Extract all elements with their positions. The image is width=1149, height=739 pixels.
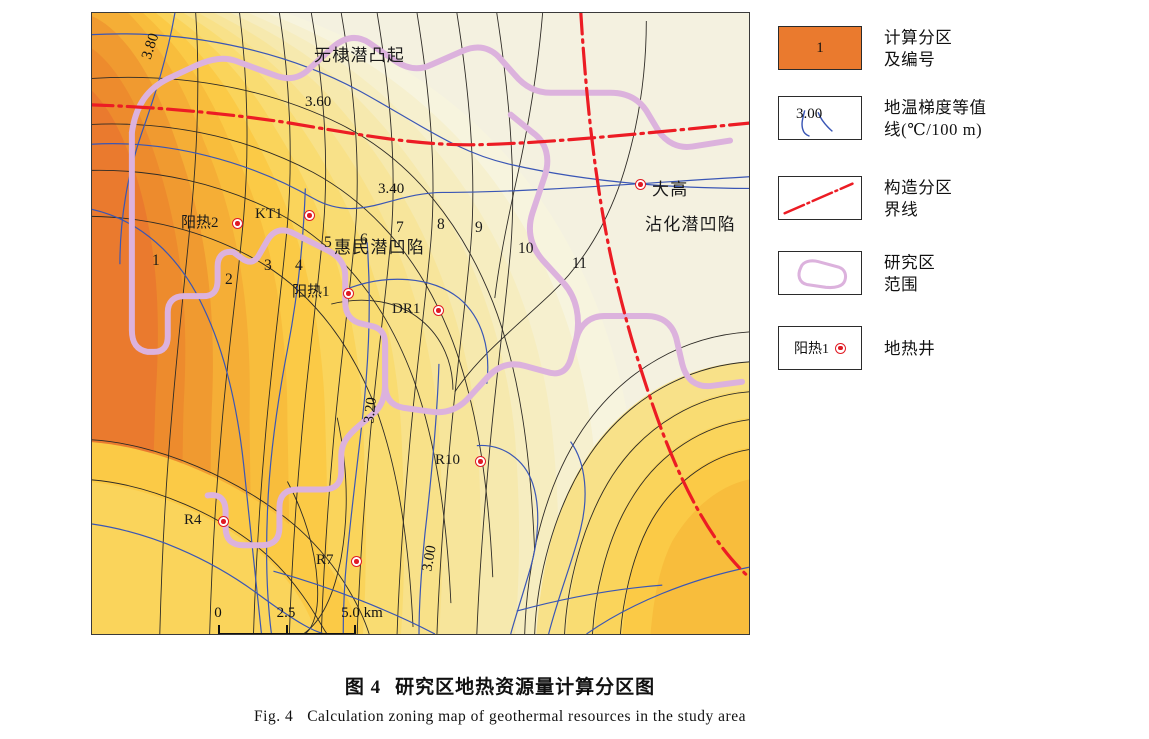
legend-label-line: 范围: [884, 274, 919, 294]
legend-item-calc-zone: 1 计算分区 及编号: [778, 26, 952, 71]
map-frame: 1 2 3 4 5 6 7 8 9 10 11 无棣潜凸起 惠民潜凹陷 沾化潜凹…: [91, 12, 750, 635]
scale-tick-0: [218, 625, 220, 634]
scale-tick-label-2_5: 2.5: [276, 605, 296, 621]
legend-key-calc-zone: 1: [778, 26, 862, 70]
well-marker-kt1: [304, 210, 315, 221]
figure-number-cn: 图 4: [344, 677, 382, 698]
figure-title-en: Calculation zoning map of geothermal res…: [307, 708, 746, 725]
scale-tick-label-5_0: 5.0 km: [341, 605, 383, 621]
well-marker-r7: [351, 556, 362, 567]
well-marker-icon: [835, 342, 846, 354]
legend-item-structural-boundary: 构造分区 界线: [778, 176, 952, 221]
map-figure: 1 2 3 4 5 6 7 8 9 10 11 无棣潜凸起 惠民潜凹陷 沾化潜凹…: [91, 12, 750, 635]
legend-label-line: 线(℃/100 m): [884, 119, 983, 139]
legend-key-contour-value: 3.00: [796, 106, 823, 122]
map-canvas: [92, 13, 749, 634]
legend-key-zone-number: 1: [816, 39, 824, 56]
legend-label-line: 地温梯度等值: [884, 98, 987, 117]
well-marker-r4: [218, 516, 229, 527]
legend-key-geothermal-well: 阳热1: [778, 326, 862, 370]
legend-label-line: 地热井: [884, 339, 936, 358]
scale-tick-5_0: [354, 625, 356, 634]
well-key-content: 阳热1: [779, 327, 861, 369]
well-marker-dagao: [635, 179, 646, 190]
legend-label-calc-zone: 计算分区 及编号: [884, 26, 952, 71]
legend-key-study-area: [778, 251, 862, 295]
legend-key-well-label: 阳热1: [794, 342, 829, 357]
well-marker-r10: [475, 456, 486, 467]
well-marker-yangre1: [343, 288, 354, 299]
figure-caption-cn: 图 4 研究区地热资源量计算分区图: [0, 672, 1000, 699]
scale-bar: 0 2.5 5.0 km: [214, 605, 383, 634]
legend-key-gradient-contour: 3.00: [778, 96, 862, 140]
scale-tick-2_5: [286, 625, 288, 634]
legend-label-gradient-contour: 地温梯度等值 线(℃/100 m): [884, 96, 987, 141]
legend-label-geothermal-well: 地热井: [884, 326, 935, 360]
legend-item-geothermal-well: 阳热1 地热井: [778, 326, 935, 370]
legend-label-line: 界线: [884, 199, 919, 219]
scale-bar-ruler: [214, 624, 374, 634]
legend-label-line: 计算分区: [884, 28, 953, 47]
scale-tick-label-0: 0: [214, 605, 222, 621]
dashdot-line-icon: [783, 182, 854, 215]
figure-number-en: Fig. 4: [254, 708, 294, 725]
figure-caption-en: Fig. 4 Calculation zoning map of geotherm…: [0, 708, 1000, 726]
legend-label-structural-boundary: 构造分区 界线: [884, 176, 952, 221]
legend-label-study-area: 研究区 范围: [884, 251, 935, 296]
legend-item-study-area: 研究区 范围: [778, 251, 935, 296]
legend-key-structural-boundary: [778, 176, 862, 220]
contour-sample-icon: [801, 110, 833, 137]
legend-label-line: 及编号: [884, 49, 936, 69]
legend-label-line: 构造分区: [884, 178, 953, 197]
legend-label-line: 研究区: [884, 253, 936, 272]
well-marker-yangre2: [232, 218, 243, 229]
legend-item-gradient-contour: 3.00 地温梯度等值 线(℃/100 m): [778, 96, 987, 141]
scale-bar-labels: 0 2.5 5.0 km: [214, 605, 383, 621]
well-marker-dr1: [433, 305, 444, 316]
figure-title-cn: 研究区地热资源量计算分区图: [395, 677, 656, 698]
polygon-outline-icon: [797, 259, 848, 290]
